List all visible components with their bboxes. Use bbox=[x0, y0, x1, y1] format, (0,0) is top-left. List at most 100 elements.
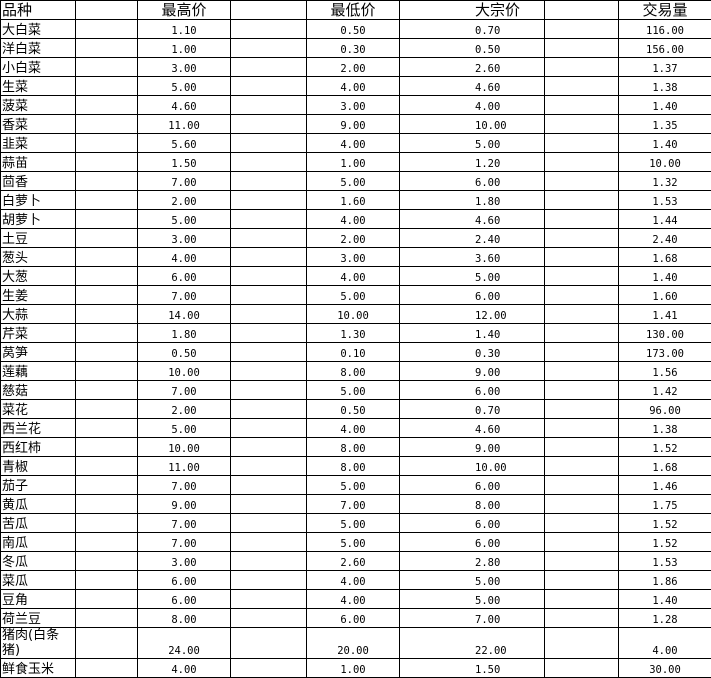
cell-name: 猪肉(白条猪) bbox=[1, 628, 76, 659]
cell-volume: 10.00 bbox=[619, 153, 711, 172]
empty-cell bbox=[545, 343, 619, 362]
cell-low: 2.00 bbox=[307, 229, 400, 248]
empty-cell bbox=[76, 457, 138, 476]
cell-bulk: 3.60 bbox=[400, 248, 545, 267]
empty-cell bbox=[545, 210, 619, 229]
empty-cell bbox=[231, 495, 307, 514]
empty-cell bbox=[76, 210, 138, 229]
cell-volume: 130.00 bbox=[619, 324, 711, 343]
empty-cell bbox=[76, 77, 138, 96]
cell-bulk: 1.20 bbox=[400, 153, 545, 172]
empty-cell bbox=[76, 134, 138, 153]
cell-volume: 1.35 bbox=[619, 115, 711, 134]
empty-cell bbox=[231, 172, 307, 191]
cell-low: 5.00 bbox=[307, 533, 400, 552]
cell-name: 生菜 bbox=[1, 77, 76, 96]
empty-cell bbox=[76, 400, 138, 419]
empty-cell bbox=[231, 229, 307, 248]
cell-high: 2.00 bbox=[138, 191, 231, 210]
cell-bulk: 1.80 bbox=[400, 191, 545, 210]
cell-high: 24.00 bbox=[138, 628, 231, 659]
cell-bulk: 6.00 bbox=[400, 533, 545, 552]
cell-bulk: 2.80 bbox=[400, 552, 545, 571]
cell-volume: 96.00 bbox=[619, 400, 711, 419]
cell-bulk: 0.30 bbox=[400, 343, 545, 362]
cell-volume: 1.53 bbox=[619, 191, 711, 210]
empty-cell bbox=[231, 476, 307, 495]
cell-bulk: 5.00 bbox=[400, 590, 545, 609]
cell-volume: 1.68 bbox=[619, 457, 711, 476]
cell-name: 胡萝卜 bbox=[1, 210, 76, 229]
empty-cell bbox=[76, 362, 138, 381]
empty-cell bbox=[545, 20, 619, 39]
empty-cell bbox=[545, 305, 619, 324]
cell-high: 6.00 bbox=[138, 590, 231, 609]
cell-low: 9.00 bbox=[307, 115, 400, 134]
cell-name: 荷兰豆 bbox=[1, 609, 76, 628]
empty-cell bbox=[545, 153, 619, 172]
cell-high: 4.60 bbox=[138, 96, 231, 115]
header-volume: 交易量 bbox=[619, 1, 711, 20]
empty-cell bbox=[231, 248, 307, 267]
cell-volume: 1.75 bbox=[619, 495, 711, 514]
cell-low: 1.60 bbox=[307, 191, 400, 210]
cell-bulk: 6.00 bbox=[400, 381, 545, 400]
cell-low: 20.00 bbox=[307, 628, 400, 659]
cell-volume: 1.68 bbox=[619, 248, 711, 267]
empty-cell bbox=[76, 286, 138, 305]
empty-cell bbox=[76, 533, 138, 552]
empty-cell bbox=[545, 172, 619, 191]
cell-volume: 1.38 bbox=[619, 77, 711, 96]
cell-high: 3.00 bbox=[138, 58, 231, 77]
empty-cell bbox=[545, 628, 619, 659]
cell-volume: 2.40 bbox=[619, 229, 711, 248]
empty-cell bbox=[76, 571, 138, 590]
cell-bulk: 7.00 bbox=[400, 609, 545, 628]
cell-bulk: 4.60 bbox=[400, 77, 545, 96]
cell-bulk: 4.00 bbox=[400, 96, 545, 115]
empty-cell bbox=[76, 495, 138, 514]
cell-high: 7.00 bbox=[138, 286, 231, 305]
empty-cell bbox=[231, 381, 307, 400]
cell-volume: 1.38 bbox=[619, 419, 711, 438]
empty-cell bbox=[545, 457, 619, 476]
cell-high: 7.00 bbox=[138, 476, 231, 495]
empty-cell bbox=[231, 438, 307, 457]
cell-high: 5.00 bbox=[138, 419, 231, 438]
cell-name: 苦瓜 bbox=[1, 514, 76, 533]
cell-bulk: 22.00 bbox=[400, 628, 545, 659]
cell-bulk: 9.00 bbox=[400, 438, 545, 457]
cell-low: 4.00 bbox=[307, 419, 400, 438]
cell-bulk: 10.00 bbox=[400, 457, 545, 476]
empty-cell bbox=[545, 39, 619, 58]
cell-volume: 173.00 bbox=[619, 343, 711, 362]
empty-cell bbox=[76, 305, 138, 324]
cell-volume: 1.52 bbox=[619, 514, 711, 533]
cell-volume: 1.40 bbox=[619, 96, 711, 115]
empty-cell bbox=[231, 58, 307, 77]
cell-high: 0.50 bbox=[138, 343, 231, 362]
cell-name: 大蒜 bbox=[1, 305, 76, 324]
cell-low: 7.00 bbox=[307, 495, 400, 514]
cell-volume: 116.00 bbox=[619, 20, 711, 39]
cell-low: 2.60 bbox=[307, 552, 400, 571]
empty-cell bbox=[231, 514, 307, 533]
empty-cell bbox=[545, 400, 619, 419]
empty-cell bbox=[76, 58, 138, 77]
cell-name: 韭菜 bbox=[1, 134, 76, 153]
cell-bulk: 5.00 bbox=[400, 571, 545, 590]
empty-cell bbox=[231, 590, 307, 609]
empty-cell bbox=[545, 381, 619, 400]
cell-volume: 1.32 bbox=[619, 172, 711, 191]
cell-low: 4.00 bbox=[307, 134, 400, 153]
cell-low: 4.00 bbox=[307, 590, 400, 609]
cell-low: 3.00 bbox=[307, 248, 400, 267]
